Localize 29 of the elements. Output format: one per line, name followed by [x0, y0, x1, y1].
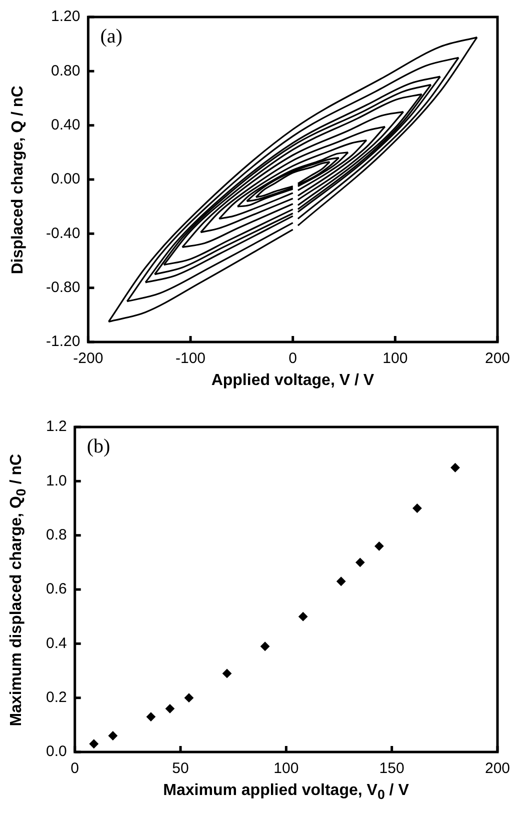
- x-tick-label: 0: [70, 760, 80, 778]
- y-tick-label: 0.8: [46, 526, 67, 544]
- x-tick-label: 100: [382, 350, 408, 368]
- y-tick-label: 0.0: [46, 743, 67, 760]
- y-tick-label: 0.4: [46, 634, 67, 652]
- x-tick-label: 100: [274, 760, 299, 778]
- annotation: (b): [86, 435, 110, 458]
- y-tick-label: 0.40: [50, 116, 80, 134]
- annotation: (a): [100, 25, 122, 48]
- y-tick-label: -0.80: [46, 278, 80, 296]
- x-tick-label: -100: [176, 350, 206, 368]
- x-axis-title: Applied voltage, V / V: [211, 372, 374, 390]
- y-tick-label: 0.2: [46, 688, 67, 706]
- y-tick-label: -0.40: [46, 224, 80, 242]
- y-tick-label: 1.0: [46, 472, 67, 490]
- x-tick-label: 0: [288, 350, 298, 368]
- y-tick-label: 1.20: [50, 8, 80, 26]
- y-axis-title: Displaced charge, Q / nC: [8, 85, 27, 274]
- y-tick-label: 0.80: [50, 62, 80, 80]
- x-tick-label: -200: [73, 350, 104, 368]
- x-tick-label: 150: [379, 760, 404, 778]
- y-tick-label: 1.2: [46, 418, 67, 436]
- x-tick-label: 50: [172, 760, 189, 778]
- y-tick-label: 0.6: [46, 580, 67, 598]
- y-tick-label: -1.20: [46, 333, 80, 350]
- x-tick-label: 200: [484, 350, 510, 368]
- x-tick-label: 200: [484, 760, 510, 778]
- x-axis-title: Maximum applied voltage, V$_{0}$ / V: [163, 782, 409, 802]
- y-tick-label: 0.00: [50, 170, 80, 188]
